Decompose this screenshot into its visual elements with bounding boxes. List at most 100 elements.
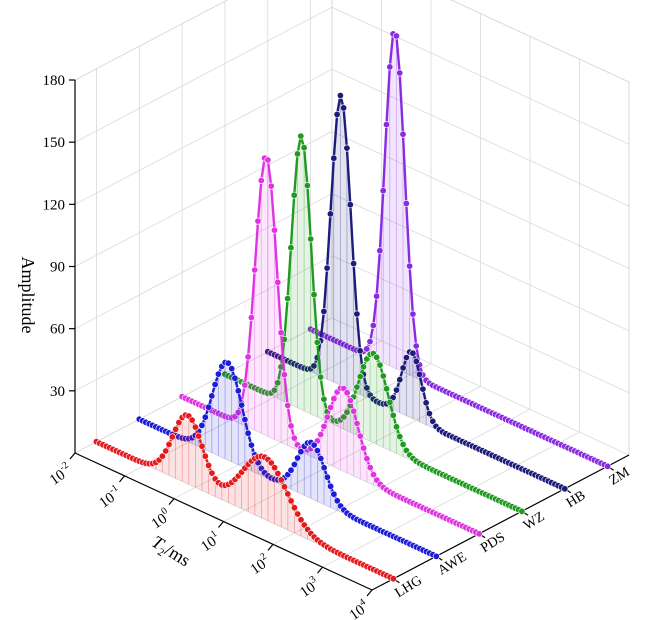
z-tick-label-2: 90 — [50, 260, 65, 276]
series-point-awe — [317, 454, 325, 462]
series-point-lhg — [274, 469, 282, 477]
series-point-wz — [376, 361, 384, 369]
series-point-wz — [320, 395, 328, 403]
x-tick-label-2: 100 — [147, 505, 174, 532]
category-label-pds: PDS — [478, 530, 508, 556]
z-tick-label-0: 30 — [50, 384, 65, 400]
series-point-awe — [327, 482, 335, 490]
series-point-wz — [379, 372, 387, 380]
series-point-hb — [333, 110, 341, 118]
series-point-awe — [310, 441, 318, 449]
z-gridline-5 — [74, 0, 630, 83]
series-point-wz — [307, 235, 315, 243]
series-point-awe — [214, 370, 222, 378]
series-point-awe — [297, 448, 305, 456]
series-point-pds — [244, 353, 252, 361]
series-point-pds — [277, 329, 285, 337]
series-point-hb — [396, 376, 404, 384]
series-point-pds — [254, 217, 262, 225]
x-tick-label-0: 10-2 — [45, 460, 75, 489]
series-point-pds — [363, 455, 371, 463]
z-gridline-4 — [74, 6, 630, 145]
series-point-hb — [363, 384, 371, 392]
x-tick-label-4: 102 — [246, 551, 273, 578]
series-point-wz — [386, 398, 394, 406]
axis-layer — [69, 79, 630, 597]
series-point-hb — [392, 386, 400, 394]
series-point-hb — [422, 399, 430, 407]
series-point-zm — [366, 338, 374, 346]
series-point-lhg — [294, 510, 302, 518]
series-point-lhg — [168, 433, 176, 441]
series-point-wz — [340, 413, 348, 421]
series-point-zm — [409, 310, 417, 318]
series-point-awe — [244, 429, 252, 437]
series-fill-wz — [224, 136, 522, 512]
series-point-zm — [604, 462, 612, 470]
series-fill-awe — [139, 362, 437, 557]
series-point-wz — [518, 507, 526, 515]
series-point-pds — [327, 403, 335, 411]
series-point-wz — [392, 423, 400, 431]
series-point-pds — [234, 408, 242, 416]
x-tick-label-exp-6: 4 — [357, 597, 367, 609]
series-point-wz — [353, 383, 361, 391]
z-gridline-3 — [74, 68, 630, 207]
series-point-lhg — [267, 459, 275, 467]
series-point-hb — [415, 370, 423, 378]
series-point-awe — [228, 365, 236, 373]
series-point-lhg — [175, 418, 183, 426]
series-point-lhg — [284, 490, 292, 498]
series-point-pds — [284, 401, 292, 409]
series-point-pds — [360, 444, 368, 452]
series-point-pds — [317, 430, 325, 438]
series-point-pds — [287, 422, 295, 430]
series-point-wz — [284, 295, 292, 303]
series-point-lhg — [280, 483, 288, 491]
series-point-hb — [340, 104, 348, 112]
series-point-zm — [382, 121, 390, 129]
series-point-wz — [310, 291, 318, 299]
series-point-pds — [330, 395, 338, 403]
series-point-hb — [353, 310, 361, 318]
series-point-lhg — [271, 464, 279, 472]
series-point-hb — [320, 307, 328, 315]
x-gridline-3 — [223, 13, 481, 522]
series-point-wz — [300, 144, 308, 152]
series-point-zm — [376, 247, 384, 255]
series-point-hb — [350, 260, 358, 268]
series-point-pds — [343, 389, 351, 397]
series-point-pds — [251, 266, 259, 274]
series-point-lhg — [205, 461, 213, 469]
series-point-hb — [330, 154, 338, 162]
x-axis-title-sub: 2 — [155, 546, 166, 559]
series-point-pds — [320, 422, 328, 430]
category-label-lhg: LHG — [393, 573, 425, 601]
series-point-lhg — [287, 497, 295, 505]
x-axis-title-unit: /ms — [161, 540, 194, 571]
series-point-lhg — [198, 442, 206, 450]
series-point-pds — [356, 432, 364, 440]
series-point-lhg — [389, 575, 397, 583]
x-tick-label-6: 104 — [345, 597, 372, 620]
series-point-awe — [330, 490, 338, 498]
series-point-pds — [290, 434, 298, 442]
series-point-pds — [264, 156, 272, 164]
series-point-pds — [274, 278, 282, 286]
series-point-pds — [280, 371, 288, 379]
series-point-lhg — [208, 469, 216, 477]
series-point-hb — [323, 264, 331, 272]
series-point-zm — [369, 321, 377, 329]
series-point-hb — [425, 410, 433, 418]
series-point-zm — [406, 262, 414, 270]
series-point-awe — [287, 466, 295, 474]
series-point-awe — [234, 387, 242, 395]
series-point-zm — [392, 32, 400, 40]
series-point-awe — [231, 374, 239, 382]
x-tick-label-1: 10-1 — [95, 483, 125, 512]
series-point-pds — [475, 530, 483, 538]
series-point-hb — [429, 417, 437, 425]
z-tick-label-3: 120 — [43, 197, 66, 213]
series-point-lhg — [191, 423, 199, 431]
x-tick-2 — [168, 498, 175, 506]
